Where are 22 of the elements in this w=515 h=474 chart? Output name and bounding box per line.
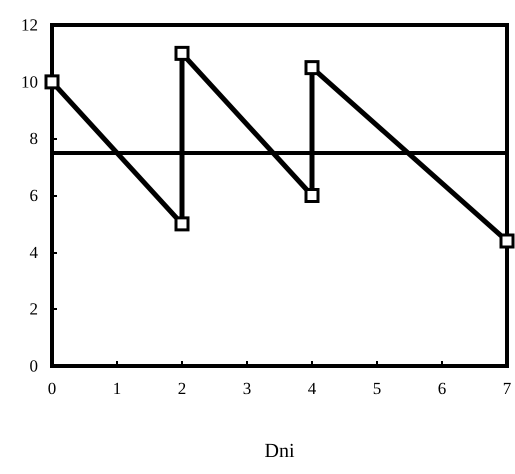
y-tick-label: 6 [30,186,38,205]
x-tick-label: 5 [372,379,382,398]
point [500,233,514,248]
x-tick-label: 7 [502,379,512,398]
x-tick-label: 4 [308,379,317,398]
y-tick-label: 0 [30,356,38,376]
y-tick-label: 12 [21,16,38,34]
y-tick-label: 4 [30,242,38,262]
y-tick-label: 10 [21,72,38,92]
x-axis-title: Dni [264,440,295,462]
point [44,74,60,90]
y-tick-label: 2 [30,300,38,319]
x-tick-label: 6 [438,379,446,398]
x-tick-label: 1 [112,379,122,398]
point [304,60,320,76]
point [174,216,190,232]
x-tick-label: 3 [242,379,252,398]
point [304,188,320,203]
y-tick-label: 8 [30,129,38,148]
x-tick-label: 0 [48,379,56,398]
point [174,46,190,61]
x-tick-label: 2 [178,379,186,398]
